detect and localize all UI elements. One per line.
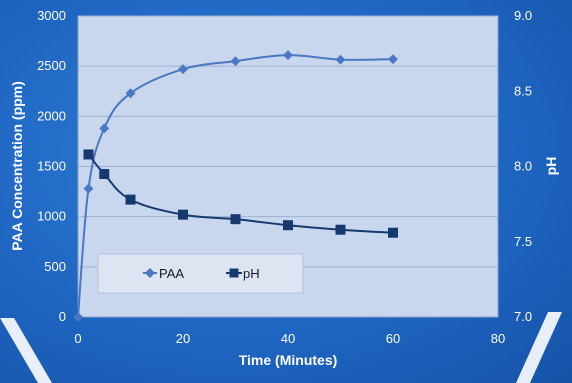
legend-paa-label: PAA [159, 266, 184, 281]
x-tick-label-2: 40 [281, 331, 295, 346]
left-axis-ticks: 0 500 1000 1500 2000 2500 3000 [37, 8, 66, 324]
legend-ph-label: pH [243, 266, 260, 281]
series-ph [83, 149, 398, 238]
y-tick-label-4: 2000 [37, 108, 66, 123]
background-stripe-left [0, 318, 52, 383]
y-axis-title: PAA Concentration (ppm) [9, 81, 25, 251]
point-ph-7 [388, 227, 398, 238]
point-ph-2 [125, 194, 136, 205]
point-ph-6 [335, 224, 346, 235]
legend-paa-marker [145, 268, 155, 278]
x-tick-label-4: 80 [491, 331, 505, 346]
point-paa-1 [83, 183, 94, 194]
point-ph-3 [178, 209, 188, 220]
y2-tick-label-4: 9.0 [514, 8, 532, 23]
x-tick-label-0: 0 [74, 331, 81, 346]
y-tick-label-5: 2500 [37, 58, 66, 73]
background-decoration [0, 312, 562, 383]
y-tick-label-1: 500 [44, 259, 66, 274]
right-axis-ticks: 7.0 7.5 8.0 8.5 9.0 [514, 8, 532, 324]
point-ph-1 [99, 169, 110, 180]
x-tick-label-1: 20 [176, 331, 190, 346]
y-tick-label-0: 0 [59, 309, 66, 324]
y-tick-label-6: 3000 [37, 8, 66, 23]
x-axis-title: Time (Minutes) [239, 352, 338, 368]
legend-item-ph: pH [226, 266, 260, 281]
legend-box [97, 253, 304, 294]
point-ph-4 [230, 214, 241, 225]
y2-tick-label-3: 8.5 [514, 83, 532, 98]
point-paa-4 [178, 64, 188, 75]
legend-ph-marker [229, 268, 239, 278]
x-tick-label-3: 60 [386, 331, 400, 346]
background-stripe-right [516, 312, 562, 383]
legend: PAA pH [97, 253, 304, 294]
point-paa-3 [125, 88, 136, 99]
y-tick-label-2: 1000 [37, 209, 66, 224]
y2-axis-title: pH [543, 157, 559, 176]
point-paa-5 [230, 56, 241, 67]
x-axis-ticks: 0 20 40 60 80 [74, 331, 505, 346]
legend-item-paa: PAA [143, 266, 184, 281]
y2-tick-label-0: 7.0 [514, 309, 532, 324]
point-ph-0 [83, 149, 94, 160]
y-tick-label-3: 1500 [37, 159, 66, 174]
point-ph-5 [283, 220, 293, 231]
y2-tick-label-1: 7.5 [514, 234, 532, 249]
point-paa-2 [99, 123, 110, 134]
y2-tick-label-2: 8.0 [514, 159, 532, 174]
